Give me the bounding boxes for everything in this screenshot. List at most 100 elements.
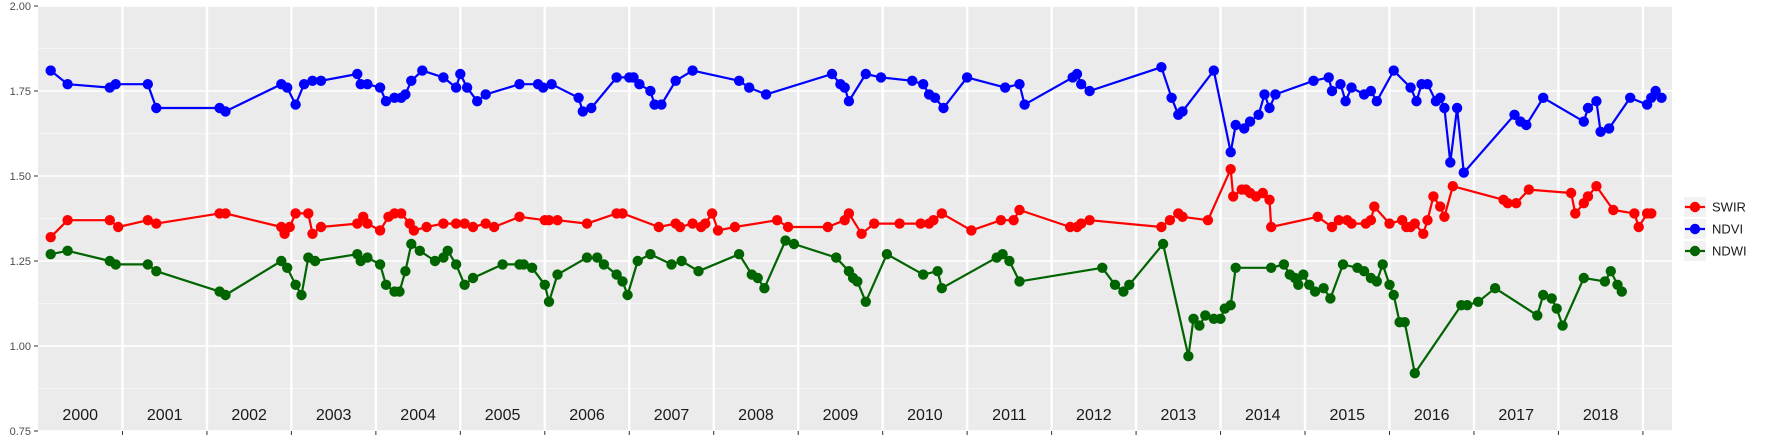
- data-point: [438, 218, 449, 229]
- data-point: [592, 252, 603, 263]
- data-point: [62, 245, 73, 256]
- x-axis: [121, 431, 1644, 435]
- data-point: [1582, 191, 1594, 202]
- data-point: [480, 218, 491, 229]
- data-point: [1591, 96, 1602, 107]
- data-point: [450, 82, 462, 93]
- data-point: [1325, 293, 1336, 304]
- data-point: [110, 79, 121, 90]
- data-point: [1264, 194, 1275, 205]
- data-point: [414, 245, 425, 256]
- year-labels: 2000 2001 2002 2003 2004 2005 2006 2007 2008 2009…: [62, 407, 1618, 424]
- data-point: [843, 208, 855, 219]
- data-point: [220, 106, 231, 117]
- data-point: [1388, 65, 1399, 76]
- y-tick-label: 1.50: [10, 171, 31, 183]
- data-point: [1215, 313, 1226, 324]
- legend-label: NDWI: [1712, 244, 1747, 259]
- data-point: [151, 266, 162, 277]
- data-point: [1418, 228, 1429, 239]
- data-point: [421, 221, 432, 233]
- data-point: [480, 89, 491, 100]
- data-point: [869, 218, 880, 229]
- data-point: [1337, 259, 1349, 270]
- data-point: [759, 283, 770, 294]
- data-point: [1326, 221, 1338, 233]
- data-point: [581, 252, 593, 263]
- data-point: [552, 269, 563, 280]
- data-point: [674, 221, 686, 233]
- data-point: [1538, 289, 1549, 301]
- year-label: 2016: [1414, 407, 1450, 424]
- data-point: [62, 79, 73, 90]
- data-point: [1208, 65, 1220, 76]
- legend-key-point: [1689, 245, 1701, 257]
- data-point: [936, 283, 947, 294]
- year-label: 2012: [1076, 407, 1112, 424]
- data-point: [1183, 351, 1194, 362]
- data-point: [1194, 320, 1205, 331]
- year-label: 2014: [1245, 407, 1281, 424]
- data-point: [581, 218, 593, 229]
- data-point: [396, 208, 407, 219]
- data-point: [932, 266, 943, 277]
- data-point: [617, 208, 628, 219]
- data-point: [543, 296, 555, 307]
- legend-label: NDVI: [1712, 222, 1743, 237]
- data-point: [894, 218, 905, 229]
- data-point: [1605, 266, 1617, 277]
- data-point: [676, 255, 687, 267]
- y-tick-label: 1.75: [10, 86, 31, 98]
- data-point: [307, 75, 318, 87]
- data-point: [518, 259, 529, 270]
- data-point: [1458, 167, 1470, 178]
- legend-label: SWIR: [1712, 200, 1746, 215]
- data-point: [1523, 184, 1535, 195]
- data-point: [1230, 119, 1241, 131]
- data-point: [1097, 262, 1108, 273]
- data-point: [693, 266, 704, 277]
- data-point: [1411, 96, 1422, 107]
- data-point: [1422, 79, 1433, 90]
- y-axis: 0.75 1.00 1.25 1.50 1.75 2.00: [10, 1, 38, 438]
- year-label: 2009: [823, 407, 859, 424]
- data-point: [142, 79, 153, 90]
- data-point: [907, 75, 918, 87]
- data-point: [546, 79, 557, 90]
- data-point: [1266, 262, 1277, 273]
- data-point: [666, 259, 677, 270]
- data-point: [645, 85, 656, 97]
- data-point: [1409, 368, 1421, 379]
- data-point: [1388, 289, 1399, 301]
- data-point: [1570, 208, 1581, 219]
- data-point: [400, 266, 411, 277]
- data-point: [394, 286, 405, 297]
- data-point: [1538, 92, 1549, 104]
- data-point: [1304, 279, 1315, 290]
- data-point: [497, 259, 508, 270]
- data-point: [1326, 85, 1338, 97]
- data-point: [1532, 310, 1543, 321]
- data-point: [780, 235, 791, 246]
- data-point: [374, 82, 386, 93]
- y-tick-label: 1.25: [10, 256, 31, 268]
- data-point: [632, 255, 643, 267]
- data-point: [1377, 259, 1388, 270]
- data-point: [400, 89, 411, 100]
- data-point: [380, 279, 392, 290]
- data-point: [875, 72, 887, 83]
- data-point: [611, 269, 622, 280]
- data-point: [822, 221, 833, 233]
- data-point: [1511, 198, 1522, 209]
- data-point: [1200, 310, 1211, 321]
- data-point: [1164, 215, 1176, 226]
- year-label: 2013: [1161, 407, 1197, 424]
- data-point: [1428, 191, 1439, 202]
- y-tick-label: 0.75: [10, 426, 31, 438]
- data-point: [450, 218, 462, 229]
- data-point: [1591, 181, 1602, 192]
- data-point: [450, 259, 462, 270]
- data-point: [1156, 221, 1167, 233]
